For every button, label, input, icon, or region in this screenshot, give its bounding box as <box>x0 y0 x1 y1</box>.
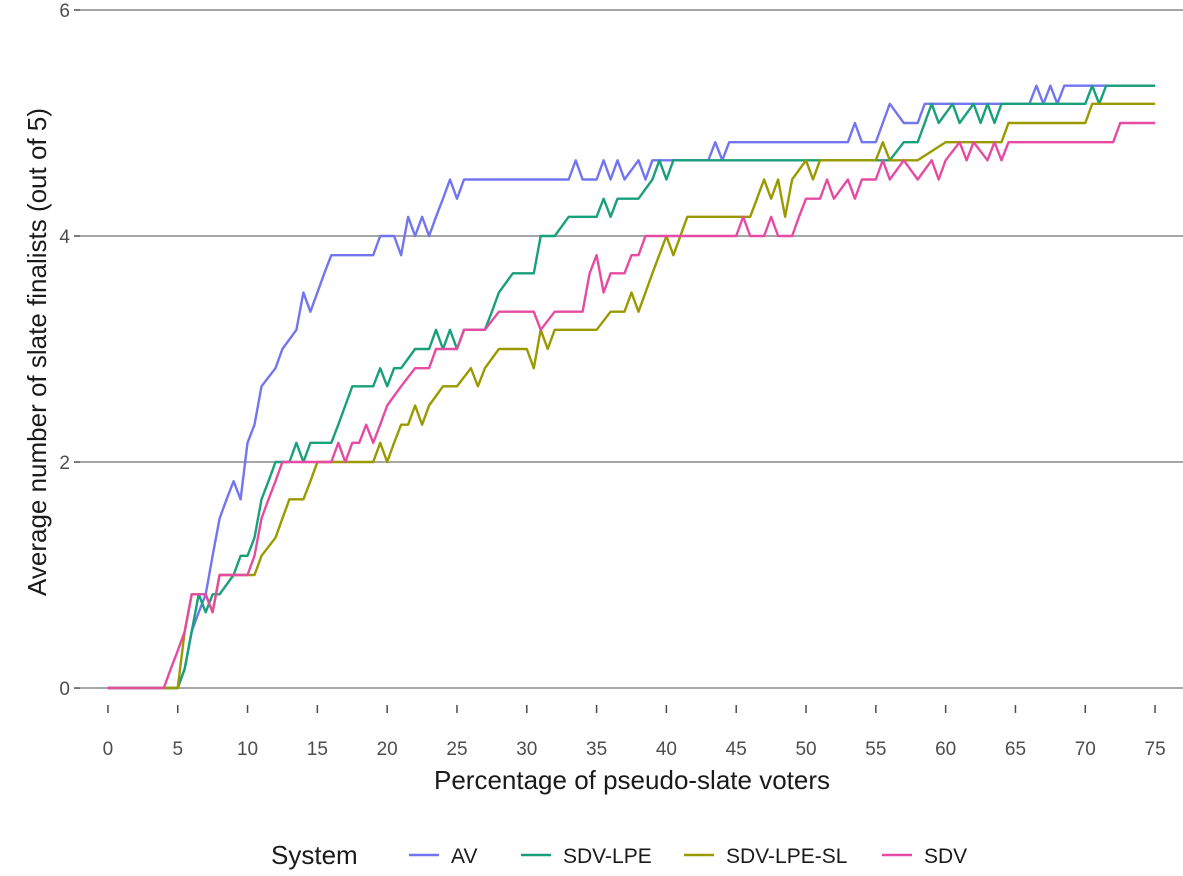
series-line-sdv-lpe-sl <box>107 102 1156 690</box>
series-line-av <box>107 84 1156 690</box>
x-tick-label-20: 20 <box>377 739 398 760</box>
y-tick-label-0: 0 <box>59 679 70 700</box>
x-tick-label-35: 35 <box>586 739 607 760</box>
legend-item-sdv: SDV <box>882 845 967 868</box>
legend-label-sdv: SDV <box>924 845 967 868</box>
x-tick-label-25: 25 <box>446 739 467 760</box>
x-tick-label-65: 65 <box>1005 739 1026 760</box>
series-lines <box>107 84 1156 690</box>
series-line-sdv-lpe <box>107 84 1156 690</box>
x-tick-label-40: 40 <box>656 739 677 760</box>
legend-item-av: AV <box>409 845 477 868</box>
legend-label-sdv-lpe: SDV-LPE <box>563 845 652 868</box>
y-tick-label-4: 4 <box>59 227 70 248</box>
x-tick-label-50: 50 <box>795 739 816 760</box>
y-tick-label-2: 2 <box>59 453 70 474</box>
series-line-sdv <box>107 121 1156 690</box>
legend-label-sdv-lpe-sl: SDV-LPE-SL <box>726 845 847 868</box>
x-tick-label-5: 5 <box>172 739 183 760</box>
x-tick-label-55: 55 <box>865 739 886 760</box>
x-tick-label-15: 15 <box>307 739 328 760</box>
x-tick-label-0: 0 <box>103 739 114 760</box>
legend-item-sdv-lpe: SDV-LPE <box>521 845 652 868</box>
x-tick-label-70: 70 <box>1075 739 1096 760</box>
y-tick-label-6: 6 <box>59 1 70 22</box>
legend-label-av: AV <box>451 845 477 868</box>
y-axis-ticks: 0 2 4 6 <box>59 1 80 700</box>
x-tick-label-10: 10 <box>237 739 258 760</box>
legend-title: System <box>271 840 358 870</box>
x-tick-label-30: 30 <box>516 739 537 760</box>
legend: System AV SDV-LPE SDV-LPE-SL SDV <box>271 840 967 870</box>
x-axis-ticks: 0 5 10 15 20 25 30 35 40 45 50 55 60 65 70 75 <box>103 705 1166 760</box>
x-tick-label-75: 75 <box>1145 739 1166 760</box>
x-axis-title: Percentage of pseudo-slate voters <box>434 765 830 795</box>
legend-item-sdv-lpe-sl: SDV-LPE-SL <box>684 845 847 868</box>
x-tick-label-45: 45 <box>726 739 747 760</box>
x-tick-label-60: 60 <box>935 739 956 760</box>
gridlines <box>80 9 1183 690</box>
y-axis-title: Average number of slate finalists (out o… <box>22 108 52 596</box>
